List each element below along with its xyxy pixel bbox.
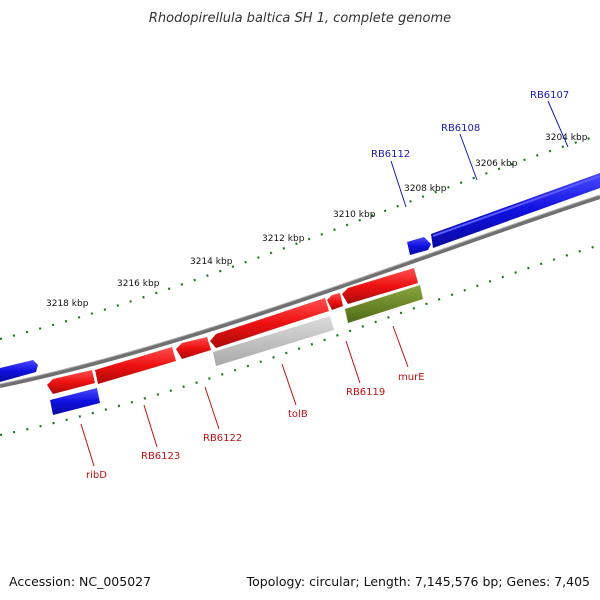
map-title: Rhodopirellula baltica SH 1, complete ge…: [149, 11, 451, 26]
gene-label-rb6108[interactable]: RB6108: [441, 123, 480, 134]
gene-label-rb6107[interactable]: RB6107: [530, 90, 569, 101]
accession-text: Accession: NC_005027: [9, 574, 151, 589]
forward-features: [0, 173, 600, 382]
feature-murE-green[interactable]: [345, 285, 423, 323]
scale-labels: 3218 kbp 3216 kbp 3214 kbp 3212 kbp 3210…: [46, 133, 588, 309]
feature-ribD[interactable]: [50, 388, 100, 415]
feature-rb6108-highlight: [432, 175, 600, 237]
genome-backbone: [0, 194, 600, 388]
feature-tolB-red[interactable]: [210, 298, 329, 348]
feature-rb6123-a[interactable]: [47, 370, 95, 394]
gene-label-murE[interactable]: murE: [398, 372, 425, 383]
scale-label-3204: 3204 kbp: [545, 133, 588, 143]
gene-labels: RB6112 RB6108 RB6107 ribD RB6123 RB6122 …: [86, 90, 569, 481]
scale-label-3218: 3218 kbp: [46, 299, 89, 309]
gene-label-ribD[interactable]: ribD: [86, 470, 107, 481]
feature-rb6119[interactable]: [327, 293, 343, 310]
feature-rb6122[interactable]: [176, 337, 211, 359]
scale-label-3216: 3216 kbp: [117, 279, 160, 289]
genome-summary-text: Topology: circular; Length: 7,145,576 bp…: [246, 574, 590, 589]
scale-label-3206: 3206 kbp: [475, 159, 518, 169]
feature-tolB-gray[interactable]: [213, 316, 334, 366]
scale-label-3210: 3210 kbp: [333, 210, 376, 220]
scale-label-3212: 3212 kbp: [262, 234, 305, 244]
feature-rb6123-b[interactable]: [95, 347, 176, 384]
gene-label-rb6119[interactable]: RB6119: [346, 387, 385, 398]
scale-label-3214: 3214 kbp: [190, 257, 233, 267]
feature-murE-red[interactable]: [342, 268, 418, 304]
feature-left-blue[interactable]: [0, 360, 38, 382]
scale-label-3208: 3208 kbp: [404, 184, 447, 194]
reverse-features: [47, 268, 423, 415]
gene-label-tolB[interactable]: tolB: [288, 409, 308, 420]
label-leader-lines: [80, 100, 569, 467]
feature-rb6112[interactable]: [407, 237, 431, 255]
gene-label-rb6112[interactable]: RB6112: [371, 149, 410, 160]
gene-label-rb6122[interactable]: RB6122: [203, 433, 242, 444]
gene-label-rb6123[interactable]: RB6123: [141, 451, 180, 462]
